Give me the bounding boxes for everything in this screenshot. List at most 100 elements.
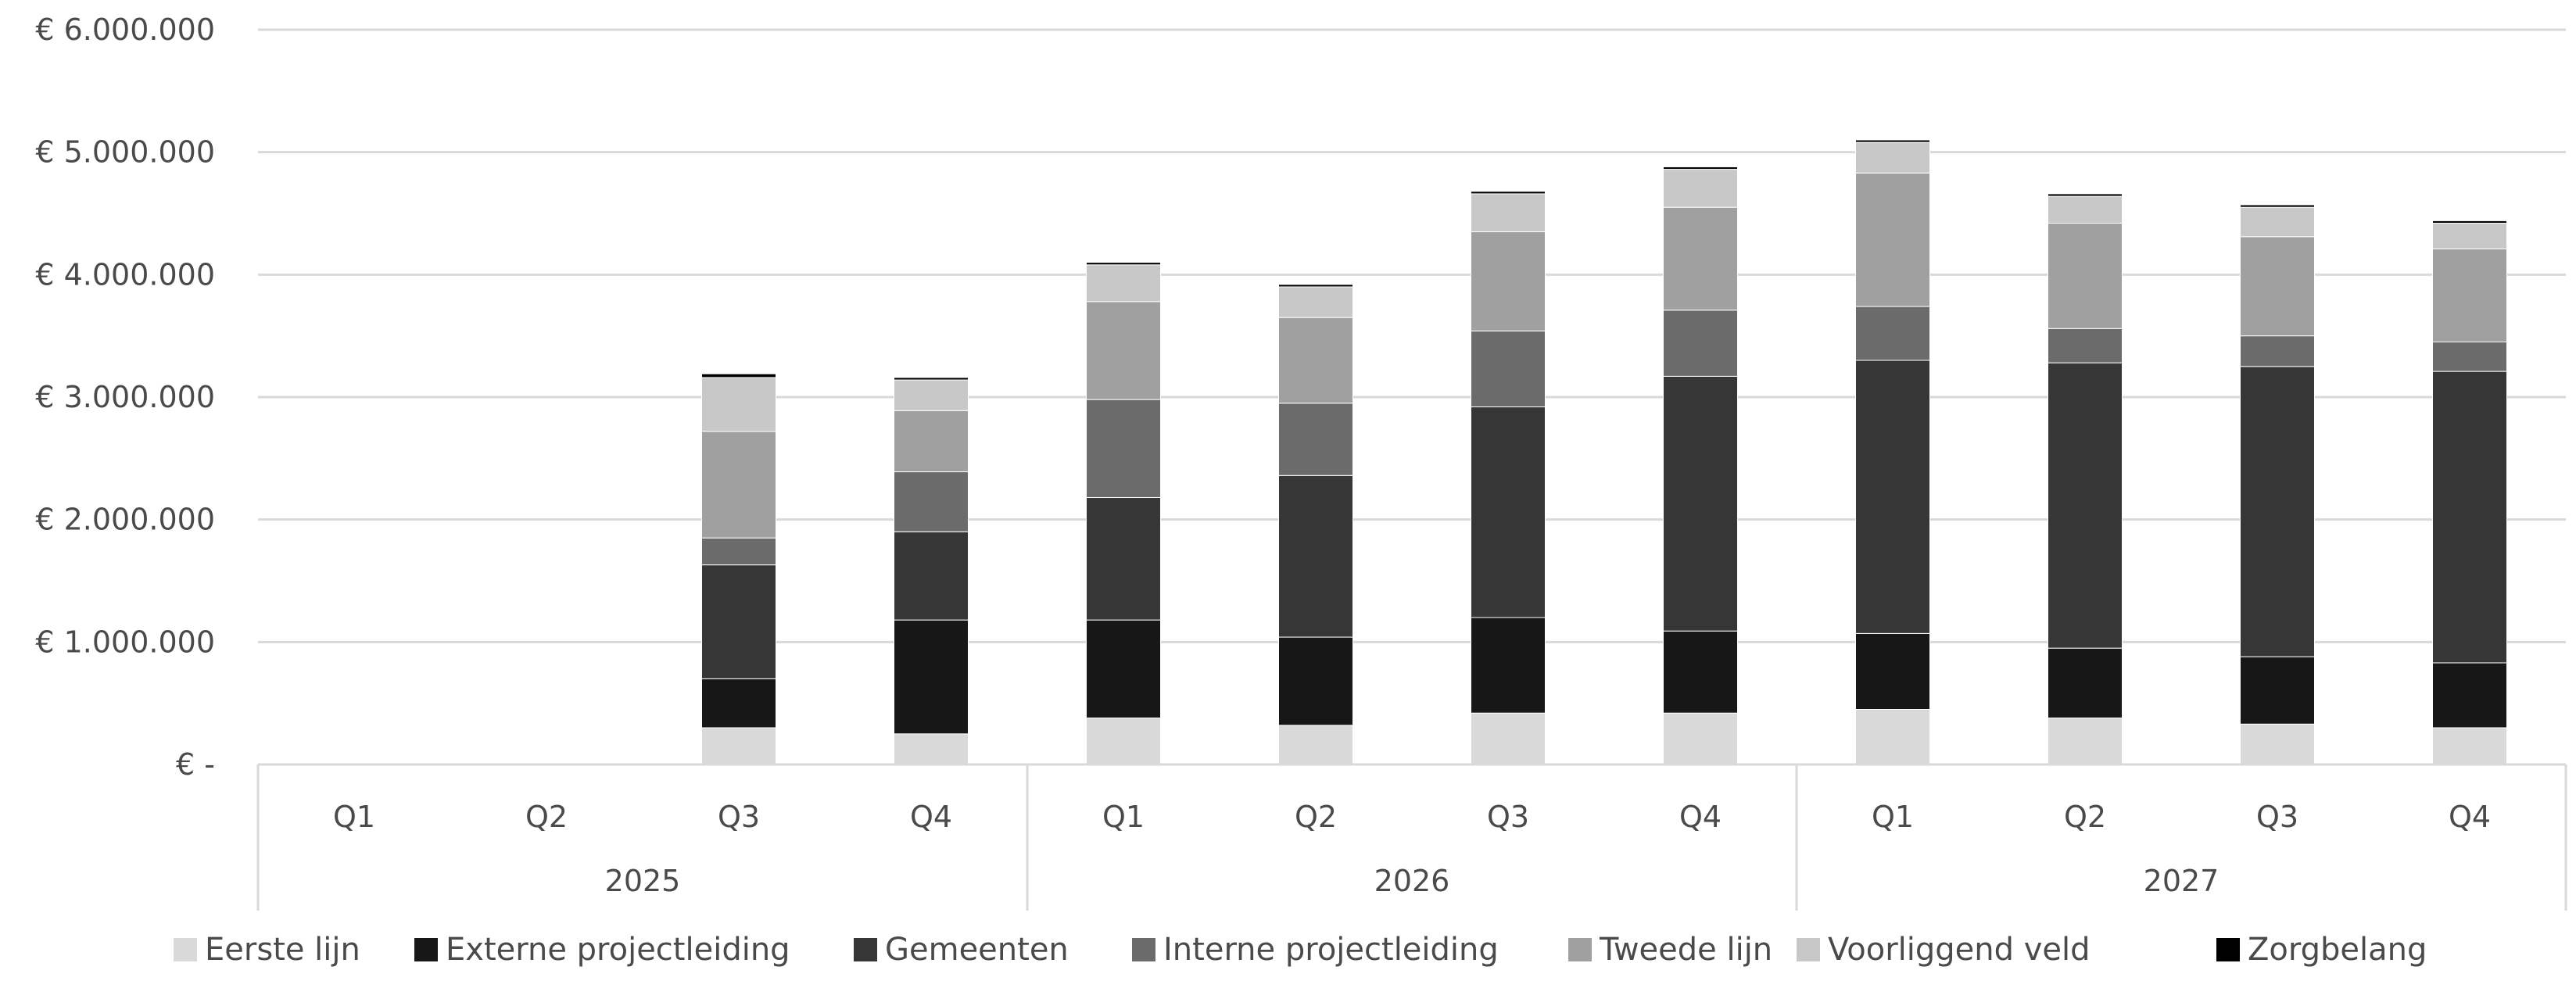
bar-segment [2048, 362, 2123, 649]
bar-segment [1086, 264, 1161, 303]
bar-segment [2048, 328, 2123, 363]
bar-segment [1855, 360, 1930, 634]
bar-segment [1855, 141, 1930, 174]
bar-segment [1278, 636, 1353, 726]
bar-segment [2432, 223, 2507, 249]
x-tick-label: Q1 [1102, 800, 1145, 834]
bars [701, 139, 2507, 765]
legend-swatch [414, 938, 438, 961]
y-tick-label: € - [176, 747, 215, 782]
bar-segment [701, 537, 776, 566]
bar-segment [1471, 231, 1546, 331]
legend-label: Zorgbelang [2248, 932, 2427, 968]
bar-segment [1663, 169, 1738, 208]
year-label: 2026 [1374, 864, 1450, 898]
bar-segment [1086, 619, 1161, 718]
bar-segment [894, 531, 969, 621]
bar-segment [894, 410, 969, 473]
bar-segment [1278, 725, 1353, 765]
x-axis: Q1 Q2 Q3 Q4 Q1 Q2 Q3 Q4 Q1 Q2 Q3 Q4 2025 2026 2027 [256, 763, 2567, 911]
bar-segment [1086, 399, 1161, 498]
bar-segment [2240, 366, 2315, 657]
bar-segment [1663, 206, 1738, 311]
bar-segment [2240, 656, 2315, 725]
bar-segment [701, 373, 776, 378]
bar-segment [2240, 335, 2315, 367]
gridlines [258, 28, 2566, 766]
legend-item: Eerste lijn [174, 932, 360, 968]
y-axis: € - € 1.000.000 € 2.000.000 € 3.000.000 € 4.… [35, 13, 215, 782]
x-tick-label: Q3 [1487, 800, 1529, 834]
x-tick-label: Q4 [1679, 800, 1722, 834]
legend-label: Gemeenten [885, 932, 1069, 968]
bar-segment [1471, 330, 1546, 408]
bar-segment [2048, 193, 2123, 197]
bar-segment [894, 379, 969, 411]
bar-segment [1278, 474, 1353, 638]
bar-segment [1855, 632, 1930, 710]
y-tick-label: € 5.000.000 [35, 135, 215, 170]
bar-segment [1855, 139, 1930, 143]
bar-segment [1663, 166, 1738, 170]
year-label: 2025 [605, 864, 681, 898]
bar-segment [2240, 723, 2315, 765]
x-tick-label: Q4 [2449, 800, 2491, 834]
bar-segment [894, 733, 969, 765]
legend-item: Tweede lijn [1568, 932, 1772, 968]
legend-item: Externe projectleiding [414, 932, 790, 968]
bar-segment [2240, 206, 2315, 238]
bar-segment [894, 619, 969, 735]
legend-swatch [1132, 938, 1155, 961]
bar-segment [1855, 172, 1930, 307]
year-label: 2027 [2144, 864, 2220, 898]
bar-segment [2240, 236, 2315, 337]
y-tick-label: € 4.000.000 [35, 257, 215, 292]
bar-segment [894, 471, 969, 532]
bar-segment [2432, 662, 2507, 729]
bar-segment [2048, 223, 2123, 329]
bar-segment [1471, 712, 1546, 765]
legend-label: Eerste lijn [205, 932, 360, 968]
bar-segment [2048, 647, 2123, 718]
bar-segment [894, 377, 969, 381]
bar-segment [1086, 717, 1161, 765]
x-tick-label: Q3 [718, 800, 760, 834]
bar-segment [1278, 403, 1353, 476]
legend-label: Voorliggend veld [1828, 932, 2091, 968]
legend-item: Zorgbelang [2216, 932, 2427, 968]
bar-segment [1471, 406, 1546, 618]
bar-segment [1278, 284, 1353, 288]
bar-segment [1086, 301, 1161, 400]
legend-swatch [174, 938, 197, 961]
legend-item: Interne projectleiding [1132, 932, 1499, 968]
bar-segment [2432, 342, 2507, 372]
bar-segment [2432, 248, 2507, 342]
legend-label: Tweede lijn [1599, 932, 1772, 968]
bar-segment [1855, 306, 1930, 361]
bar-segment [1471, 191, 1546, 195]
bar-segment [1086, 496, 1161, 621]
x-tick-label: Q2 [1295, 800, 1337, 834]
y-tick-label: € 3.000.000 [35, 380, 215, 414]
bar-segment [1663, 630, 1738, 714]
legend-swatch [854, 938, 877, 961]
legend-swatch [1797, 938, 1820, 961]
x-tick-label: Q2 [2064, 800, 2106, 834]
x-tick-label: Q4 [910, 800, 952, 834]
y-tick-label: € 6.000.000 [35, 13, 215, 47]
bar-segment [1663, 310, 1738, 377]
bar-segment [1663, 712, 1738, 765]
bar-segment [701, 431, 776, 539]
legend-swatch [2216, 938, 2240, 961]
bar-segment [1471, 193, 1546, 232]
x-tick-label: Q1 [333, 800, 375, 834]
bar-segment [701, 564, 776, 679]
bar-segment [701, 678, 776, 729]
legend-item: Voorliggend veld [1797, 932, 2091, 968]
x-tick-label: Q3 [2256, 800, 2298, 834]
legend-item: Gemeenten [854, 932, 1069, 968]
y-tick-label: € 2.000.000 [35, 503, 215, 537]
legend-label: Externe projectleiding [446, 932, 790, 968]
bar-segment [1471, 617, 1546, 714]
bar-segment [701, 377, 776, 432]
